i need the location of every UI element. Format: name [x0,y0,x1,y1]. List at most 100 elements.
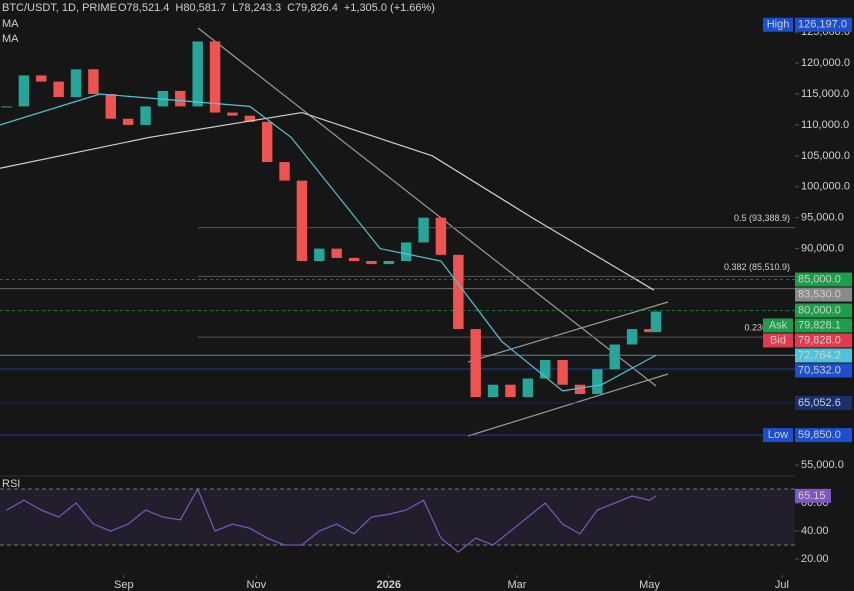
candle [192,41,203,107]
price-tag [763,428,793,443]
candle [522,378,534,398]
x-tick-label: Sep [114,579,134,591]
candle [626,329,638,345]
fib-label: 0.382 (85,510.9) [724,262,790,272]
x-tick-label: Nov [247,579,267,591]
candle [70,69,82,98]
indicator-label: MA [2,33,19,45]
price-tag [763,17,793,32]
rsi-box [795,488,831,503]
y-tick-label: 90,000.0 [801,243,844,255]
y-tick-label: 100,000.0 [801,181,850,193]
candle [644,329,655,333]
moving-average [0,93,657,392]
candle [418,217,429,243]
candle [105,94,116,119]
candle [487,384,499,398]
y-tick-label: 110,000.0 [801,119,849,131]
candle [592,369,603,394]
price-box [795,272,852,287]
candle [18,75,30,107]
ohlc-value: L78,243.3 [232,2,281,14]
trendline [197,27,657,387]
rsi-label: RSI [2,478,20,490]
price-box [795,348,852,363]
price-box-label: 80,000.0 [798,304,841,316]
candle [609,344,620,370]
price-box [795,363,852,378]
price-box [795,17,852,32]
candle [400,242,412,262]
price-box [795,395,852,410]
price-box-label: 83,530.0 [798,288,841,300]
candle [1,106,12,108]
rsi-tick-label: 40.00 [801,525,829,537]
indicator-label: MA [2,18,19,30]
price-tag-label: High [767,19,790,31]
rsi-box-label: 65.15 [798,490,826,502]
candle [122,118,134,125]
candle [175,90,186,107]
y-tick-label: 105,000.0 [801,150,850,162]
symbol: BTC/USDT, 1D, PRIME [2,2,117,14]
price-box-label: 70,532.0 [798,364,841,376]
price-box [795,318,852,333]
ohlc-value: +1,305.0 (+1.66%) [344,2,435,14]
candle [314,248,325,262]
rsi-tick-label: 20.00 [801,553,829,565]
price-tag [763,318,793,333]
rsi-band [0,489,795,546]
candle [453,254,464,330]
ohlc-value: C79,826.4 [287,2,338,14]
candle [227,112,238,116]
price-tag [763,333,793,348]
candle [650,311,662,333]
candle [279,162,290,181]
price-box-label: 79,828.1 [798,319,841,331]
channel-upper [467,301,669,363]
fib-label: 0.5 (93,388.9) [734,213,790,223]
y-tick-label: 115,000.0 [801,88,849,100]
x-tick-label: May [639,579,660,591]
candle [209,41,221,113]
candle [366,261,377,265]
price-tag-label: Ask [769,319,788,331]
price-box [795,303,852,318]
price-box-label: 59,850.0 [798,429,841,441]
price-box [795,333,852,348]
candle [296,180,308,262]
candle [505,384,516,398]
price-box-label: 72,764.2 [798,349,841,361]
ohlc-value: H80,581.7 [175,2,226,14]
trendlines [197,27,669,437]
candle [435,217,447,255]
candle [244,115,256,122]
price-box-label: 126,197.0 [798,19,847,31]
candle [53,81,64,98]
channel-lower [467,373,669,437]
price-box [795,287,852,302]
y-tick-label: 120,000.0 [801,57,850,69]
moving-average [0,111,655,291]
candle [261,121,273,163]
candle [574,384,586,394]
ohlc-value: O78,521.4 [118,2,169,14]
candle [383,261,395,265]
candle [557,359,568,385]
candle [539,359,551,379]
candle [348,257,360,262]
x-tick-label: Jul [775,579,789,591]
candle [88,69,99,95]
x-tick-label: 2026 [377,579,401,591]
candle [36,75,47,82]
price-box-label: 65,052.6 [798,397,841,409]
y-tick-label: 55,000.0 [801,459,844,471]
candle [331,248,342,258]
price-tag-label: Low [768,429,788,441]
price-box [795,428,852,443]
y-tick-label: 95,000.0 [801,212,844,224]
candle [470,329,481,398]
price-tag-label: Bid [770,334,786,346]
